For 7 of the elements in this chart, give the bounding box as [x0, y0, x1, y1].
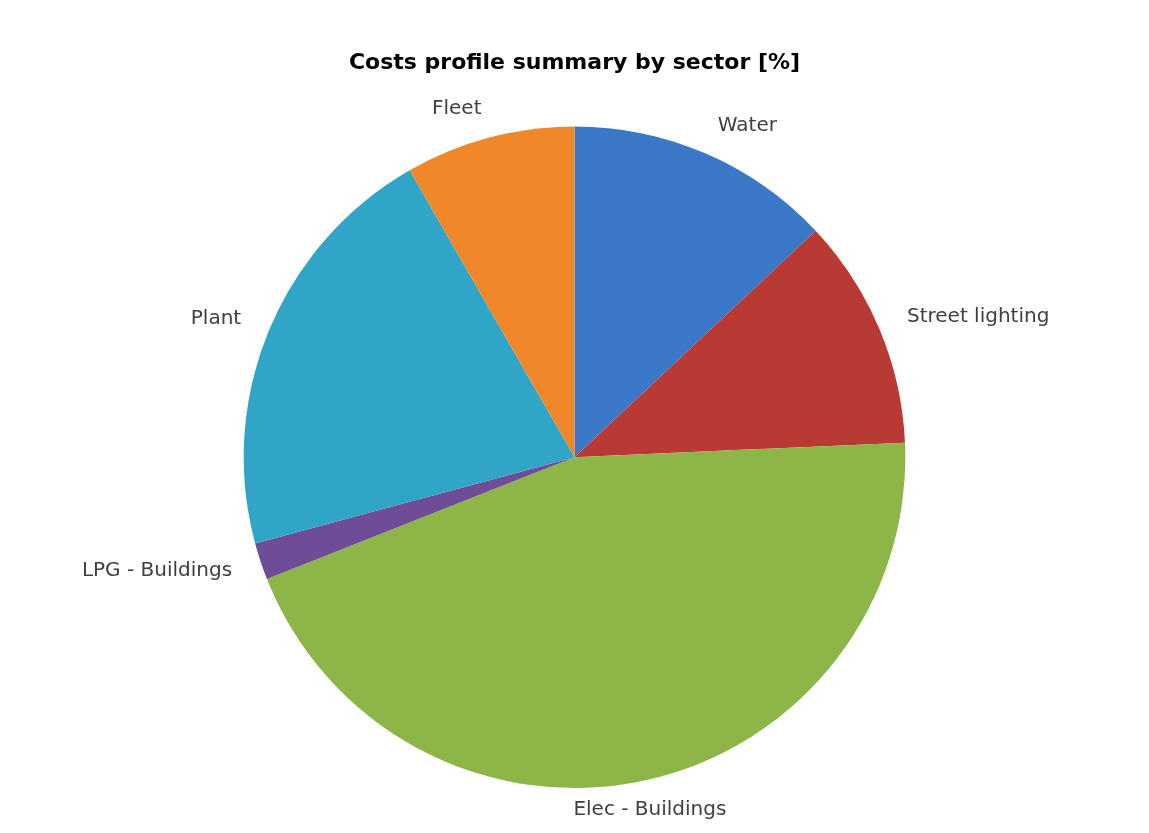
slice-label: Water: [717, 112, 778, 137]
slice-label: LPG - Buildings: [81, 557, 233, 582]
chart-title: Costs profile summary by sector [%]: [348, 48, 801, 74]
slice-label: Elec - Buildings: [573, 796, 727, 821]
slice-label: Plant: [190, 305, 242, 330]
slice-label: Street lighting: [906, 303, 1050, 328]
slice-label: Fleet: [431, 94, 482, 119]
